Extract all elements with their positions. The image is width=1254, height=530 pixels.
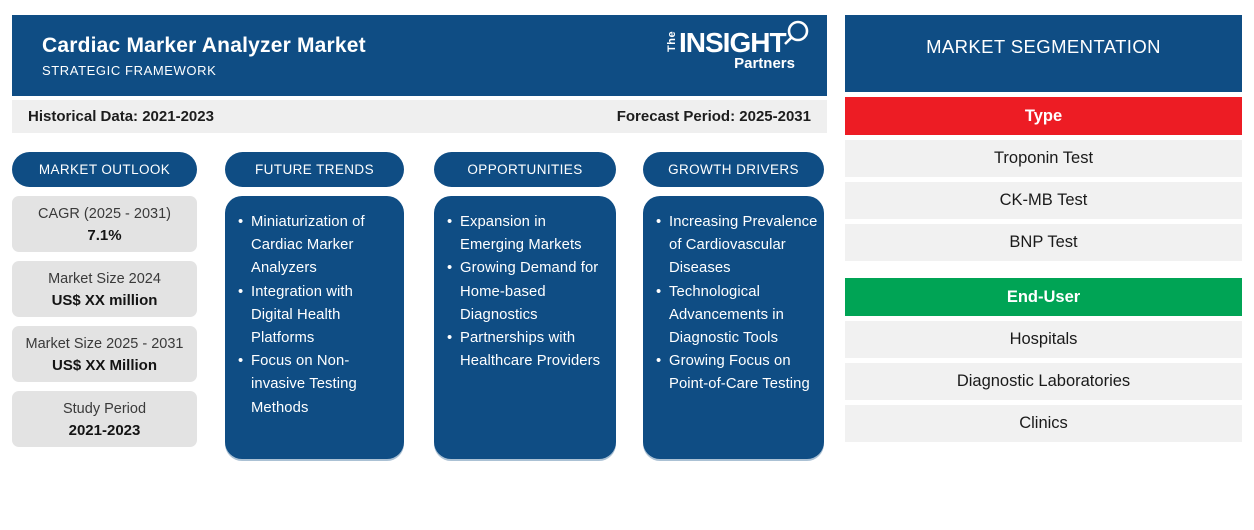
- stat-label: Market Size 2024: [48, 270, 161, 287]
- page-title: Cardiac Marker Analyzer Market: [42, 34, 366, 57]
- segment-item-hospitals: Hospitals: [845, 321, 1242, 358]
- future-trends-header: FUTURE TRENDS: [225, 152, 404, 187]
- stat-label: Study Period: [62, 400, 147, 417]
- stat-value: 7.1%: [87, 226, 122, 244]
- bullet-item: Miniaturization of Cardiac Marker Analyz…: [238, 211, 398, 281]
- column-opportunities: OPPORTUNITIES Expansion in Emerging Mark…: [434, 152, 616, 459]
- stat-value: US$ XX Million: [51, 356, 157, 374]
- stat-card-cagr: CAGR (2025 - 2031) 7.1%: [12, 196, 197, 252]
- magnifier-icon: [784, 20, 809, 45]
- segment-item-clinics: Clinics: [845, 405, 1242, 442]
- future-trends-list: Miniaturization of Cardiac Marker Analyz…: [238, 211, 398, 420]
- growth-drivers-card: Increasing Prevalence of Cardiovascular …: [643, 196, 824, 459]
- stat-label: Market Size 2025 - 2031: [25, 335, 184, 352]
- stat-card-market-size-2025-2031: Market Size 2025 - 2031 US$ XX Million: [12, 326, 197, 382]
- stat-label: CAGR (2025 - 2031): [38, 205, 171, 222]
- logo-row: The INSIGHT: [665, 20, 809, 58]
- bullet-item: Growing Focus on Point-of-Care Testing: [656, 350, 818, 396]
- opportunities-card: Expansion in Emerging Markets Growing De…: [434, 196, 616, 459]
- stat-value: 2021-2023: [68, 421, 141, 439]
- bullet-item: Integration with Digital Health Platform…: [238, 281, 398, 351]
- column-growth-drivers: GROWTH DRIVERS Increasing Prevalence of …: [643, 152, 824, 459]
- opportunities-header: OPPORTUNITIES: [434, 152, 616, 187]
- market-segmentation-header: MARKET SEGMENTATION: [845, 15, 1242, 92]
- bullet-item: Partnerships with Healthcare Providers: [447, 327, 610, 373]
- historical-data-label: Historical Data: 2021-2023: [28, 108, 214, 125]
- logo-the-text: The: [666, 30, 678, 52]
- period-bar: Historical Data: 2021-2023 Forecast Peri…: [12, 100, 827, 133]
- logo-partners-text: Partners: [734, 55, 795, 72]
- column-market-outlook: MARKET OUTLOOK CAGR (2025 - 2031) 7.1% M…: [12, 152, 197, 447]
- page-subtitle: STRATEGIC FRAMEWORK: [42, 63, 217, 78]
- segment-item-ck-mb-test: CK-MB Test: [845, 182, 1242, 219]
- column-future-trends: FUTURE TRENDS Miniaturization of Cardiac…: [225, 152, 404, 459]
- bullet-item: Expansion in Emerging Markets: [447, 211, 610, 257]
- segment-group-end-user: End-User: [845, 278, 1242, 316]
- market-outlook-header: MARKET OUTLOOK: [12, 152, 197, 187]
- segment-item-bnp-test: BNP Test: [845, 224, 1242, 261]
- bullet-item: Increasing Prevalence of Cardiovascular …: [656, 211, 818, 281]
- future-trends-card: Miniaturization of Cardiac Marker Analyz…: [225, 196, 404, 459]
- segment-group-type: Type: [845, 97, 1242, 135]
- segment-item-diagnostic-laboratories: Diagnostic Laboratories: [845, 363, 1242, 400]
- stat-card-market-size-2024: Market Size 2024 US$ XX million: [12, 261, 197, 317]
- market-segmentation-panel: Type Troponin Test CK-MB Test BNP Test E…: [845, 97, 1242, 447]
- growth-drivers-list: Increasing Prevalence of Cardiovascular …: [656, 211, 818, 397]
- forecast-period-label: Forecast Period: 2025-2031: [616, 108, 811, 125]
- stat-card-study-period: Study Period 2021-2023: [12, 391, 197, 447]
- logo-insight-text: INSIGHT: [679, 27, 787, 58]
- opportunities-list: Expansion in Emerging Markets Growing De…: [447, 211, 610, 373]
- bullet-item: Growing Demand for Home-based Diagnostic…: [447, 257, 610, 327]
- insight-partners-logo: The INSIGHT Partners: [665, 20, 809, 84]
- growth-drivers-header: GROWTH DRIVERS: [643, 152, 824, 187]
- title-block: Cardiac Marker Analyzer Market STRATEGIC…: [42, 34, 366, 78]
- segment-item-troponin-test: Troponin Test: [845, 140, 1242, 177]
- main-header: Cardiac Marker Analyzer Market STRATEGIC…: [12, 15, 827, 96]
- stat-value: US$ XX million: [51, 291, 158, 309]
- bullet-item: Technological Advancements in Diagnostic…: [656, 281, 818, 351]
- bullet-item: Focus on Non-invasive Testing Methods: [238, 350, 398, 420]
